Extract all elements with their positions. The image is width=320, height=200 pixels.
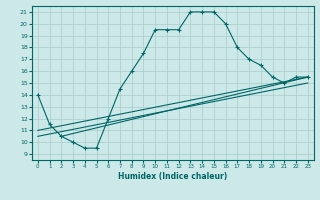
X-axis label: Humidex (Indice chaleur): Humidex (Indice chaleur) (118, 172, 228, 181)
